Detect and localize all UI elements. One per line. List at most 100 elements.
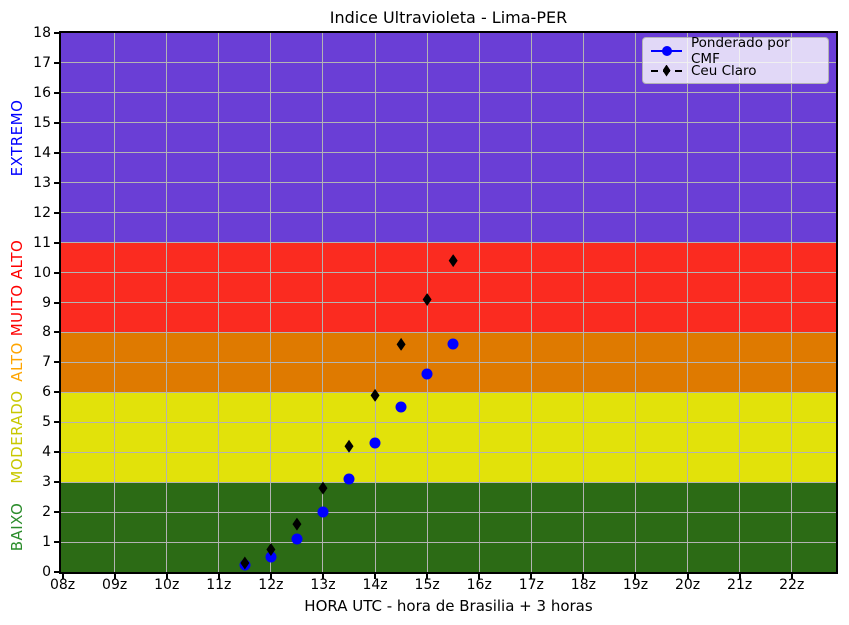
y-tick-label: 4: [42, 444, 51, 461]
legend-item-ceu-claro: Ceu Claro: [651, 62, 820, 79]
x-tick-label: 10z: [154, 577, 180, 593]
x-tick-label: 18z: [570, 577, 596, 593]
gridline-vertical: [791, 33, 793, 572]
y-tick-mark: [54, 32, 59, 34]
chart-title: Indice Ultravioleta - Lima-PER: [329, 8, 568, 27]
legend-item-ponderado-por-cmf: Ponderado por CMF: [651, 35, 820, 67]
data-point-ponderado-por-cmf: [395, 401, 407, 413]
plot-area: Ponderado por CMF Ceu Claro: [59, 31, 838, 574]
category-label-moderado: MODERADO: [8, 390, 26, 484]
y-tick-label: 14: [33, 144, 51, 161]
gridline-horizontal: [61, 541, 836, 543]
y-tick-mark: [54, 331, 59, 334]
data-point-ceu-claro: [396, 337, 406, 351]
x-tick-mark: [426, 574, 429, 579]
legend: Ponderado por CMF Ceu Claro: [642, 35, 829, 84]
y-tick-mark: [54, 181, 59, 184]
legend-sample-dashed-line: [651, 63, 682, 78]
gridline-vertical: [114, 33, 116, 572]
y-tick-mark: [54, 61, 59, 64]
gridline-vertical: [530, 33, 532, 572]
gridline-horizontal: [61, 451, 836, 453]
gridline-horizontal: [61, 92, 836, 94]
x-tick-mark: [113, 574, 116, 579]
x-tick-label: 21z: [727, 577, 753, 593]
y-tick-label: 13: [33, 174, 51, 191]
data-point-ceu-claro: [240, 556, 250, 570]
x-tick-mark: [165, 574, 168, 579]
band-moderado: [61, 392, 836, 483]
x-tick-label: 14z: [362, 577, 388, 593]
x-tick-mark: [634, 574, 637, 579]
data-point-ceu-claro: [292, 517, 302, 531]
gridline-horizontal: [61, 152, 836, 154]
x-tick-mark: [269, 574, 272, 579]
x-tick-label: 16z: [466, 577, 492, 593]
y-tick-label: 12: [33, 204, 51, 221]
legend-circle-marker-icon: [661, 45, 672, 56]
category-label-muito-alto: MUITO ALTO: [8, 239, 26, 336]
y-tick-mark: [54, 451, 59, 454]
y-tick-mark: [54, 121, 59, 124]
y-tick-label: 9: [42, 294, 51, 311]
y-tick-mark: [54, 481, 59, 484]
y-tick-label: 6: [42, 384, 51, 401]
gridline-vertical: [166, 33, 168, 572]
legend-sample-solid-line: [651, 43, 682, 58]
gridline-horizontal: [61, 511, 836, 513]
x-tick-label: 17z: [518, 577, 544, 593]
x-tick-mark: [217, 574, 220, 579]
y-tick-label: 10: [33, 264, 51, 281]
x-tick-label: 12z: [258, 577, 284, 593]
y-tick-label: 16: [33, 84, 51, 101]
y-tick-label: 17: [33, 54, 51, 71]
gridline-horizontal: [61, 421, 836, 423]
y-tick-mark: [54, 391, 59, 394]
x-tick-label: 11z: [206, 577, 232, 593]
gridline-horizontal: [61, 62, 836, 64]
band-baixo: [61, 482, 836, 572]
y-tick-mark: [54, 241, 59, 244]
data-point-ponderado-por-cmf: [343, 473, 355, 485]
y-tick-label: 0: [42, 564, 51, 580]
data-point-ceu-claro: [448, 254, 458, 268]
data-point-ceu-claro: [266, 543, 276, 557]
legend-label-ponderado: Ponderado por CMF: [691, 34, 790, 67]
data-point-ceu-claro: [318, 481, 328, 495]
y-tick-label: 11: [33, 234, 51, 251]
y-tick-mark: [54, 511, 59, 514]
x-tick-mark: [686, 574, 689, 579]
gridline-vertical: [218, 33, 220, 572]
gridline-horizontal: [61, 212, 836, 214]
x-tick-mark: [530, 574, 533, 579]
gridline-horizontal: [61, 242, 836, 244]
x-tick-mark: [478, 574, 481, 579]
gridline-vertical: [687, 33, 689, 572]
y-tick-mark: [54, 421, 59, 424]
x-tick-label: 13z: [310, 577, 336, 593]
y-tick-mark: [54, 301, 59, 304]
y-tick-mark: [54, 151, 59, 154]
data-point-ponderado-por-cmf: [447, 338, 459, 350]
x-tick-label: 15z: [414, 577, 440, 593]
data-point-ceu-claro: [344, 439, 354, 453]
y-tick-mark: [54, 541, 59, 544]
data-point-ceu-claro: [422, 293, 432, 306]
y-tick-mark: [54, 211, 59, 214]
data-point-ponderado-por-cmf: [421, 368, 433, 380]
x-tick-label: 09z: [102, 577, 128, 593]
band-muito-alto: [61, 242, 836, 333]
x-tick-label: 19z: [622, 577, 649, 593]
x-tick-mark: [374, 574, 377, 579]
legend-label-ceu-claro: Ceu Claro: [691, 62, 757, 79]
y-tick-label: 7: [42, 354, 51, 371]
gridline-horizontal: [61, 361, 836, 363]
data-point-ponderado-por-cmf: [265, 551, 277, 563]
gridline-horizontal: [61, 122, 836, 124]
y-tick-label: 15: [33, 114, 51, 131]
y-tick-mark: [54, 271, 59, 274]
x-tick-mark: [321, 574, 324, 579]
data-point-ponderado-por-cmf: [369, 437, 381, 449]
gridline-vertical: [582, 33, 584, 572]
